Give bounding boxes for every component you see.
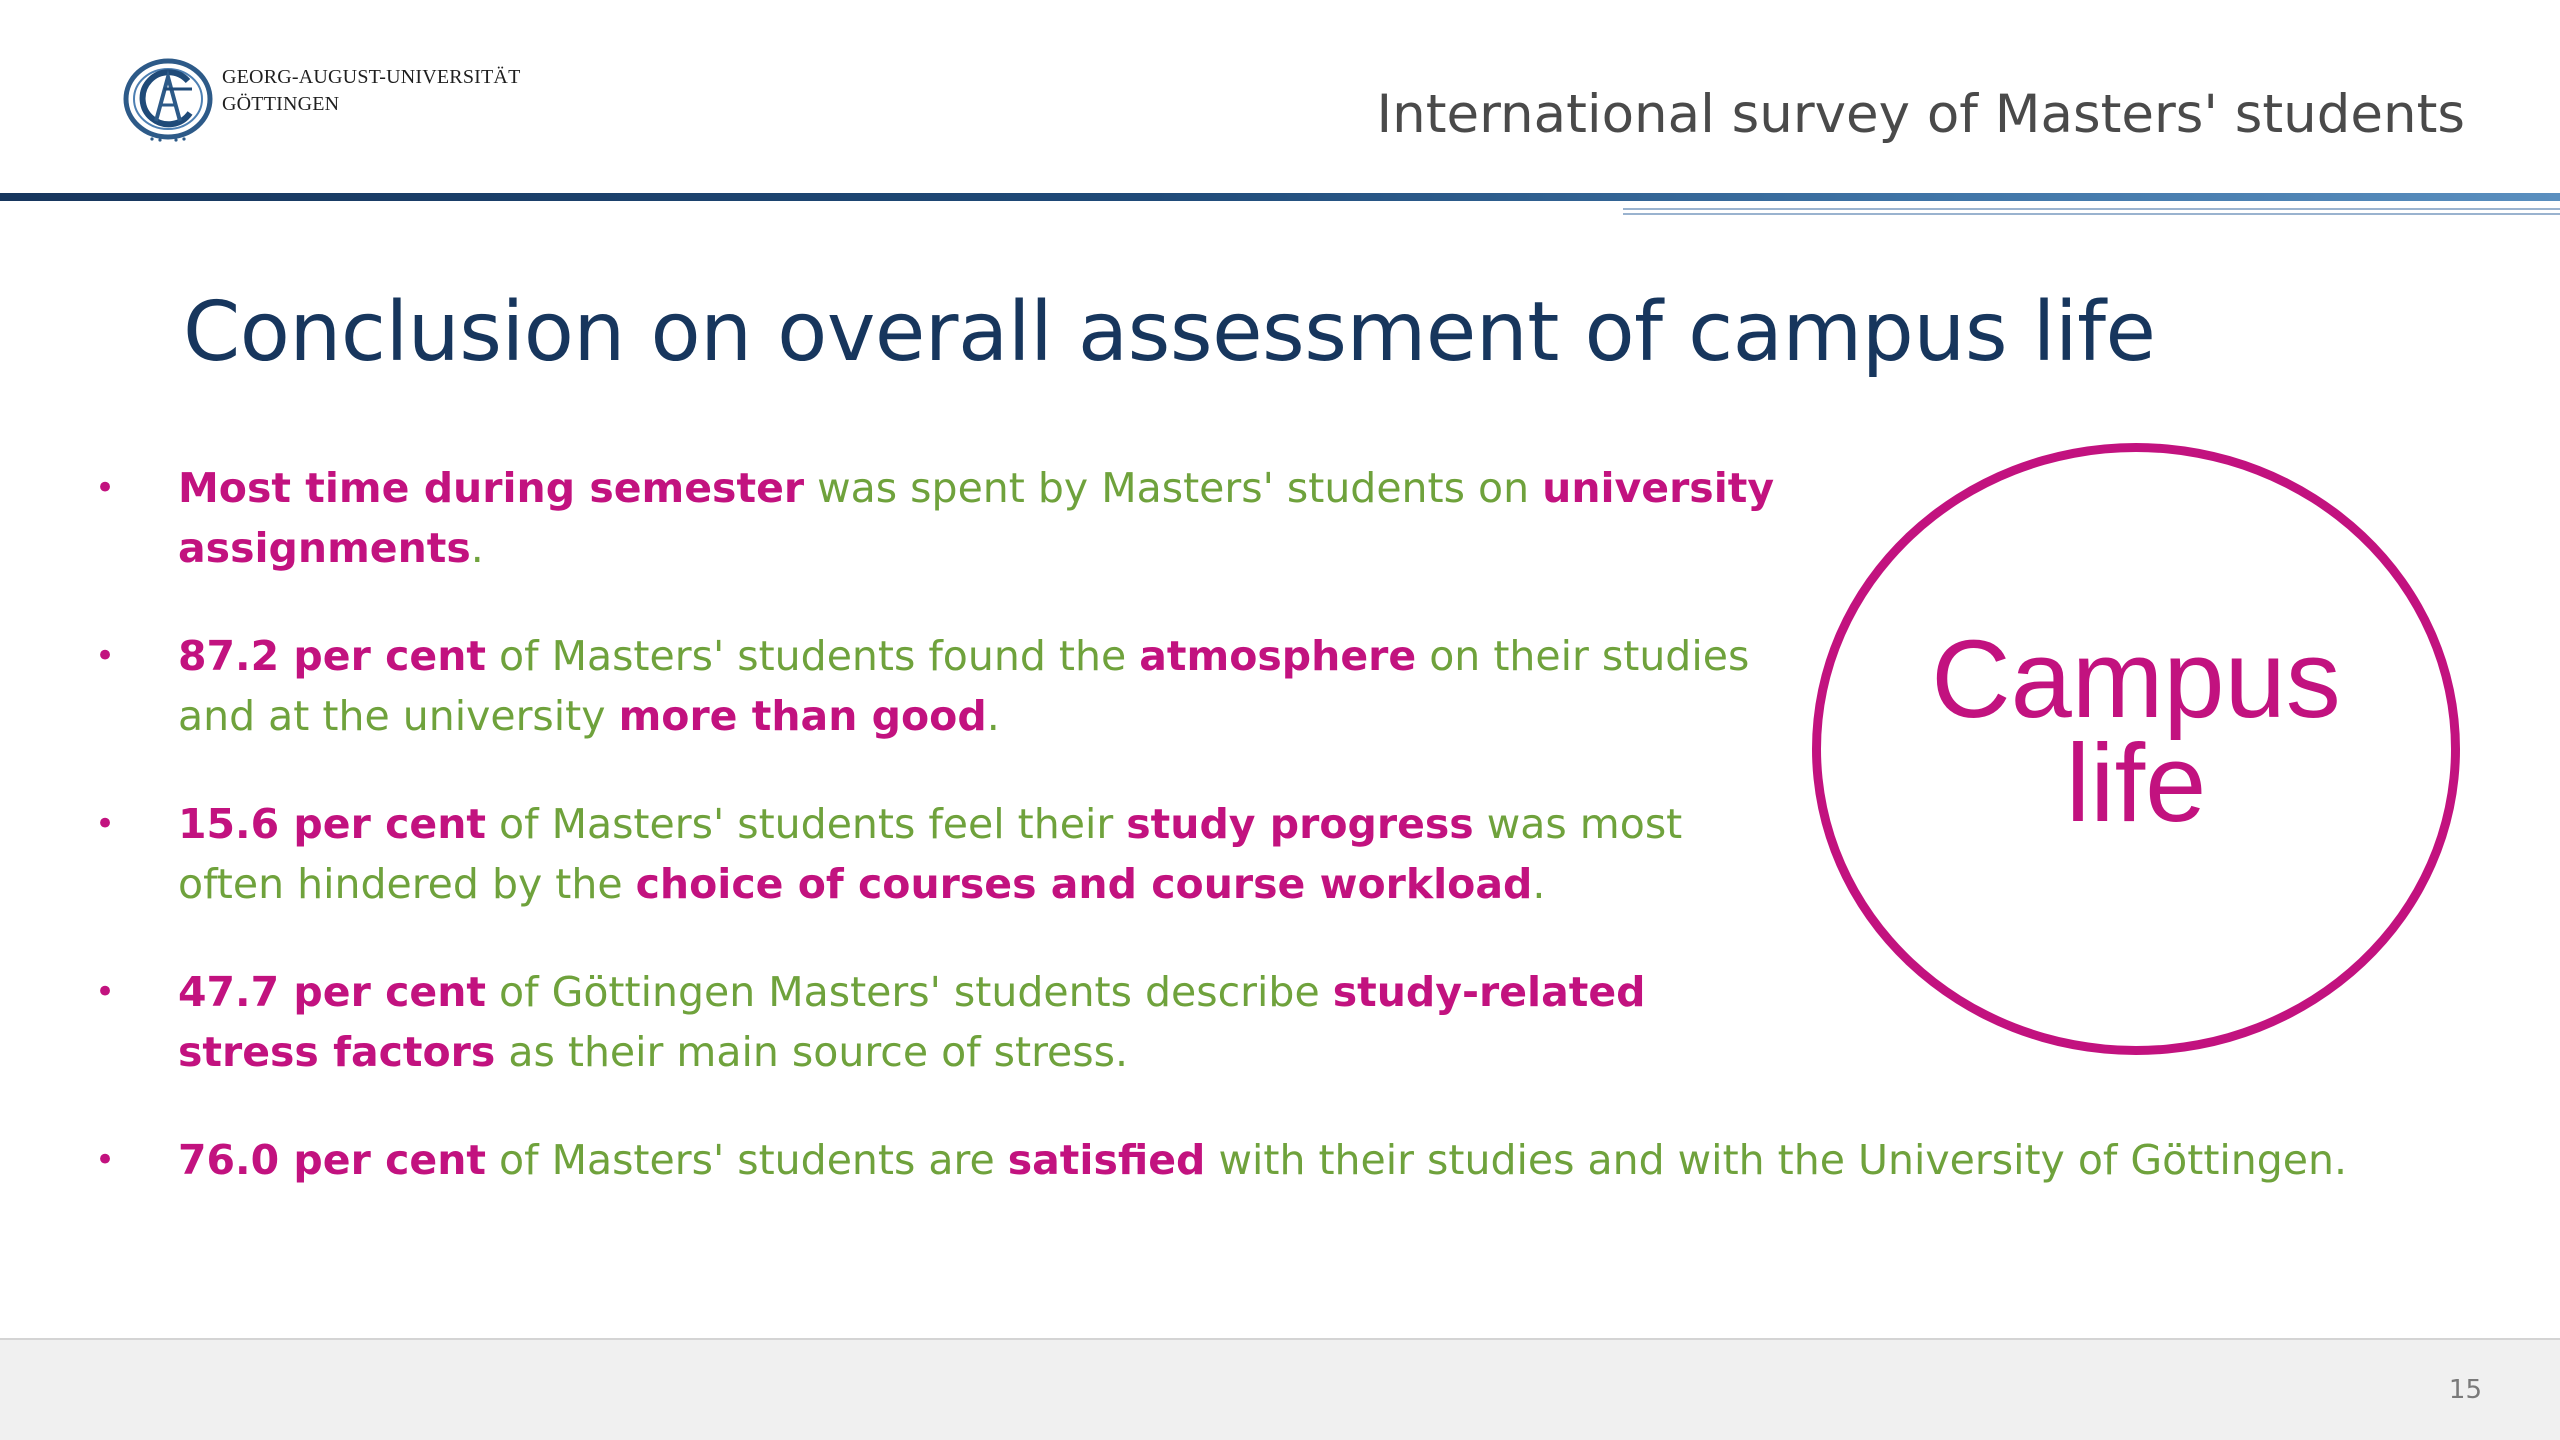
university-name-line1: GEORG-AUGUST-UNIVERSITÄT — [222, 66, 521, 88]
bullet-item-study-progress: • 15.6 per cent of Masters' students fee… — [90, 794, 1790, 914]
bullet-item-satisfaction: • 76.0 per cent of Masters' students are… — [90, 1130, 2528, 1190]
header-divider — [0, 193, 2560, 201]
bullet-text: 76.0 per cent — [178, 1136, 486, 1184]
bullet-text: choice of courses and course workload — [635, 860, 1533, 908]
bullet-text: of Göttingen Masters' students describe — [485, 968, 1333, 1016]
bullet-dot-icon: • — [95, 804, 116, 844]
bullet-list: • Most time during semester was spent by… — [90, 458, 2347, 1238]
campus-life-label: Campus life — [1812, 618, 2460, 845]
bullet-text: university assignments — [178, 464, 1775, 572]
bullet-text: Most time during semester — [178, 464, 805, 512]
bullet-text: more than good — [618, 692, 987, 740]
bullet-text: 15.6 per cent — [178, 800, 486, 848]
bullet-text: satisfied — [1007, 1136, 1206, 1184]
bullet-text: . — [470, 524, 484, 572]
bullet-text: was most often hindered by the — [178, 800, 1683, 908]
bullet-item-atmosphere: • 87.2 per cent of Masters' students fou… — [90, 626, 1790, 746]
bullet-text: with their studies and with the Universi… — [1205, 1136, 2348, 1184]
university-name: GEORG-AUGUST-UNIVERSITÄT GÖTTINGEN — [222, 64, 521, 118]
campus-life-circle — [1812, 443, 2460, 1055]
bullet-text: study-related stress factors — [178, 968, 1646, 1076]
footer-bar — [0, 1338, 2560, 1440]
bullet-dot-icon: • — [95, 972, 116, 1012]
bullet-dot-icon: • — [95, 636, 116, 676]
slide-title: Conclusion on overall assessment of camp… — [183, 285, 2156, 380]
university-name-line2: GÖTTINGEN — [222, 93, 340, 115]
bullet-item-time-spent: • Most time during semester was spent by… — [90, 458, 1790, 578]
bullet-dot-icon: • — [95, 1140, 116, 1180]
bullet-text: . — [986, 692, 1000, 740]
bullet-text: study progress — [1126, 800, 1474, 848]
bullet-text: was spent by Masters' students on — [804, 464, 1543, 512]
bullet-text: 87.2 per cent — [178, 632, 486, 680]
campus-life-line2: life — [2065, 722, 2207, 845]
bullet-text: . — [1532, 860, 1546, 908]
bullet-text: on their studies and at the university — [178, 632, 1750, 740]
bullet-dot-icon: • — [95, 468, 116, 508]
university-logo-icon — [123, 58, 213, 142]
bullet-text: as their main source of stress. — [495, 1028, 1129, 1076]
bullet-text: 47.7 per cent — [178, 968, 486, 1016]
bullet-item-stress: • 47.7 per cent of Göttingen Masters' st… — [90, 962, 1790, 1082]
campus-life-line1: Campus — [1931, 618, 2341, 741]
bullet-text: atmosphere — [1139, 632, 1417, 680]
page-number: 15 — [2448, 1375, 2482, 1405]
bullet-text: of Masters' students are — [485, 1136, 1008, 1184]
header-accent-lines — [1623, 208, 2560, 217]
survey-title: International survey of Masters' student… — [1376, 84, 2465, 145]
bullet-text: of Masters' students feel their — [485, 800, 1127, 848]
bullet-text: of Masters' students found the — [485, 632, 1140, 680]
